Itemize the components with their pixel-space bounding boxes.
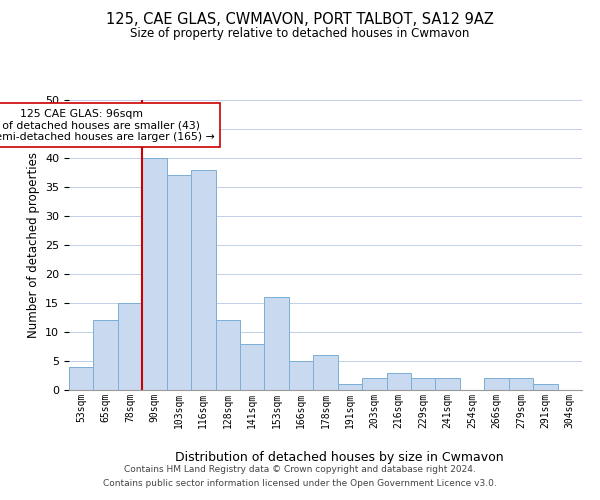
- Bar: [215, 320, 240, 390]
- Text: 125, CAE GLAS, CWMAVON, PORT TALBOT, SA12 9AZ: 125, CAE GLAS, CWMAVON, PORT TALBOT, SA1…: [106, 12, 494, 28]
- Text: 125 CAE GLAS: 96sqm
← 21% of detached houses are smaller (43)
79% of semi-detach: 125 CAE GLAS: 96sqm ← 21% of detached ho…: [0, 108, 215, 142]
- Bar: [69, 367, 94, 390]
- Bar: [484, 378, 509, 390]
- Bar: [436, 378, 460, 390]
- Bar: [386, 372, 411, 390]
- Text: Size of property relative to detached houses in Cwmavon: Size of property relative to detached ho…: [130, 28, 470, 40]
- Bar: [289, 361, 313, 390]
- Bar: [167, 176, 191, 390]
- Text: Contains HM Land Registry data © Crown copyright and database right 2024.
Contai: Contains HM Land Registry data © Crown c…: [103, 466, 497, 487]
- Bar: [362, 378, 386, 390]
- Bar: [118, 303, 142, 390]
- Bar: [94, 320, 118, 390]
- Bar: [338, 384, 362, 390]
- Bar: [142, 158, 167, 390]
- Text: Distribution of detached houses by size in Cwmavon: Distribution of detached houses by size …: [175, 451, 503, 464]
- Bar: [411, 378, 436, 390]
- Bar: [240, 344, 265, 390]
- Bar: [533, 384, 557, 390]
- Bar: [191, 170, 215, 390]
- Bar: [509, 378, 533, 390]
- Y-axis label: Number of detached properties: Number of detached properties: [26, 152, 40, 338]
- Bar: [313, 355, 338, 390]
- Bar: [265, 297, 289, 390]
